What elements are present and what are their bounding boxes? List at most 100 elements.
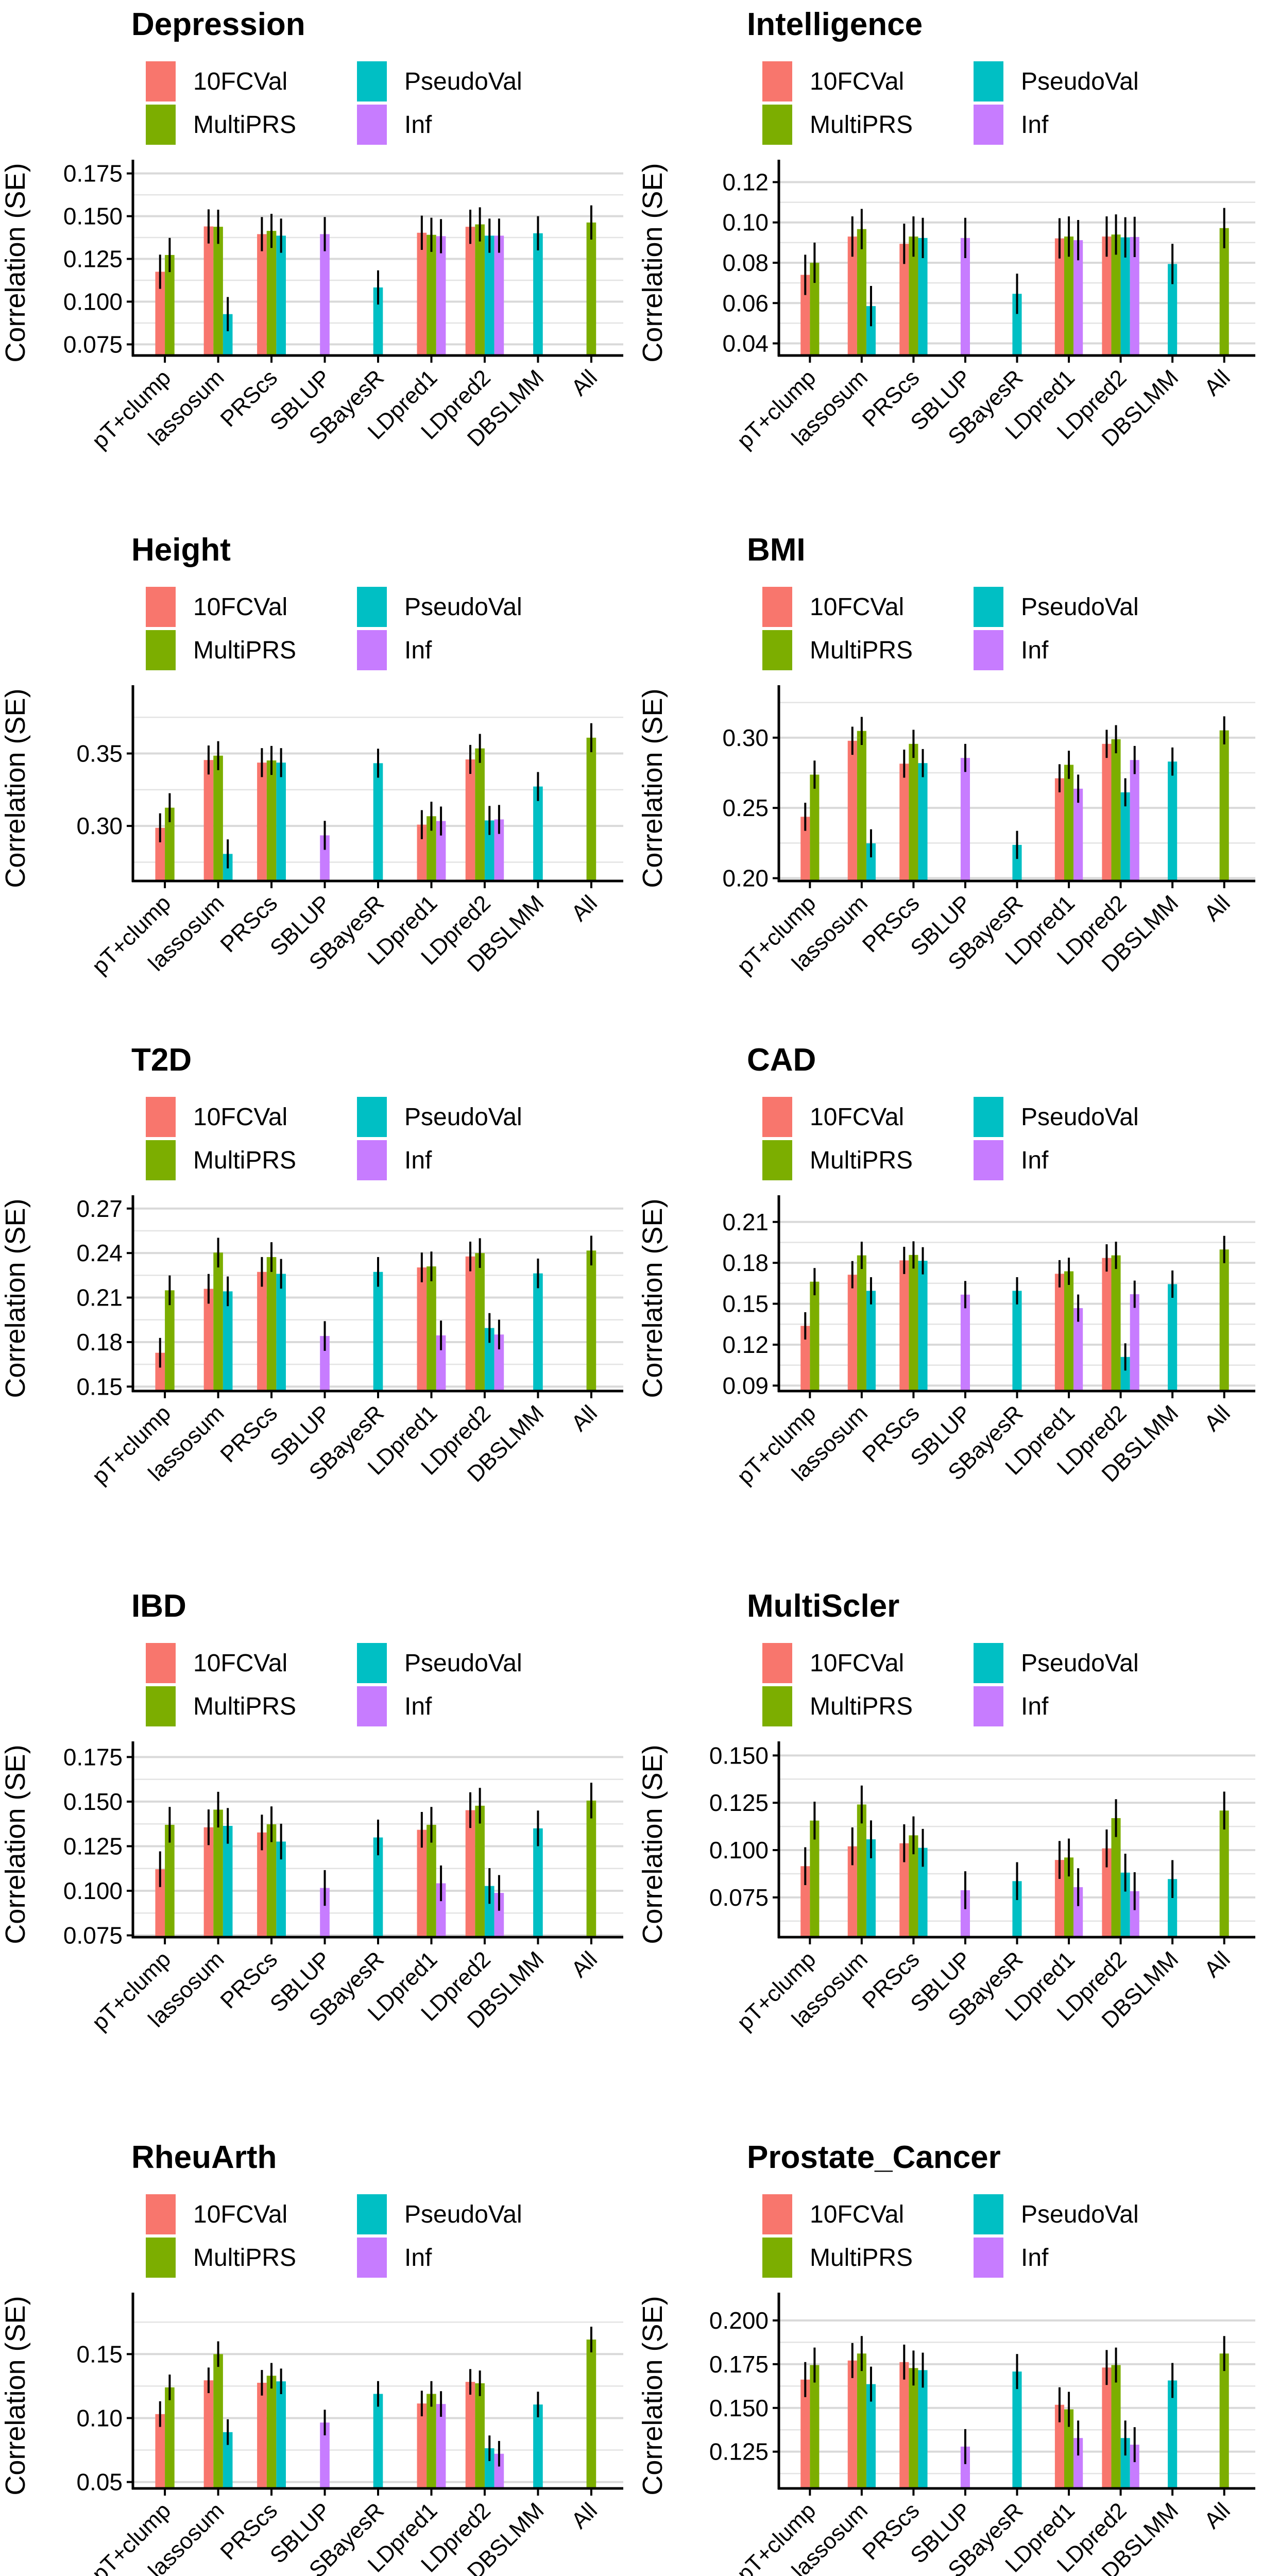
bar-10fcval-ldpred1 <box>417 2403 427 2488</box>
legend-item-pseudoval: PseudoVal <box>357 2194 522 2235</box>
bar-10fcval-prscs <box>899 244 909 355</box>
bar-pseudoval-sbayesr <box>373 287 383 355</box>
y-tick-label: 0.075 <box>63 331 123 358</box>
legend-label: MultiPRS <box>193 2244 297 2272</box>
bar-pseudoval-dbslmm <box>1168 2380 1178 2488</box>
bar-10fcval-ptclump <box>800 1326 810 1391</box>
bar-multiprs-all <box>586 737 596 881</box>
legend-item-inf: Inf <box>357 630 432 671</box>
legend-swatch <box>357 630 387 670</box>
bar-10fcval-ldpred2 <box>1102 236 1112 355</box>
legend-label: Inf <box>1021 636 1049 664</box>
bar-multiprs-prscs <box>909 1835 918 1937</box>
bar-10fcval-ptclump <box>155 1869 165 1937</box>
legend-swatch <box>974 1140 1003 1180</box>
bar-multiprs-prscs <box>909 1255 918 1391</box>
x-tick-label: All <box>1200 890 1235 926</box>
bar-pseudoval-ldpred2 <box>484 1328 494 1391</box>
bar-inf-sblup <box>320 835 330 881</box>
bar-pseudoval-prscs <box>276 1274 286 1391</box>
bar-inf-ldpred1 <box>436 236 446 355</box>
x-tick-label: All <box>567 890 602 926</box>
legend-label: PseudoVal <box>404 2200 522 2228</box>
legend-item-pseudoval: PseudoVal <box>357 1642 522 1684</box>
y-tick-label: 0.06 <box>722 290 769 316</box>
bar-pseudoval-sbayesr <box>1012 1291 1022 1391</box>
chart-panel-prostate-cancer: Prostate_Cancer 10FCVal MultiPRS PseudoVal I… <box>631 2133 1262 2576</box>
chart-panel-multiscler: MultiScler 10FCVal MultiPRS PseudoVal Inf 0.0… <box>631 1582 1262 2107</box>
legend-label: MultiPRS <box>810 636 913 664</box>
bar-pseudoval-sbayesr <box>1012 844 1022 881</box>
bar-multiprs-all <box>586 222 596 355</box>
y-tick-label: 0.10 <box>722 209 769 236</box>
legend-label: PseudoVal <box>1021 1103 1139 1131</box>
legend-swatch <box>762 2194 792 2234</box>
bar-10fcval-ldpred2 <box>465 227 475 355</box>
bar-multiprs-ldpred1 <box>427 816 436 881</box>
chart-title: Height <box>131 532 231 568</box>
legend-item-pseudoval: PseudoVal <box>974 61 1139 102</box>
chart-panel-t2d: T2D 10FCVal MultiPRS PseudoVal Inf 0.15 0.18 0.… <box>0 1036 631 1561</box>
legend-swatch <box>146 1643 176 1683</box>
legend-swatch <box>146 61 176 101</box>
legend-item-inf: Inf <box>974 1140 1048 1181</box>
legend-swatch <box>146 1140 176 1180</box>
bar-inf-ldpred1 <box>436 1335 446 1391</box>
legend-item-inf: Inf <box>357 2237 432 2278</box>
legend-item-pseudoval: PseudoVal <box>974 1642 1139 1684</box>
bar-multiprs-ldpred2 <box>1111 1255 1121 1391</box>
legend-swatch <box>974 2194 1003 2234</box>
legend-swatch <box>762 1097 792 1137</box>
bar-pseudoval-prscs <box>918 1261 928 1391</box>
bar-multiprs-ldpred2 <box>475 2383 485 2488</box>
legend-swatch <box>762 1686 792 1726</box>
bar-pseudoval-ldpred2 <box>1120 1357 1130 1391</box>
bar-pseudoval-lassosum <box>866 306 876 355</box>
bar-pseudoval-lassosum <box>866 843 876 881</box>
legend-swatch <box>357 587 387 627</box>
bar-multiprs-ldpred1 <box>427 1266 436 1391</box>
legend-label: MultiPRS <box>193 636 297 664</box>
bar-pseudoval-dbslmm <box>1168 1879 1178 1937</box>
legend-item-multiprs: MultiPRS <box>146 1140 296 1181</box>
legend-swatch <box>762 1643 792 1683</box>
bar-inf-ldpred2 <box>1130 760 1139 881</box>
legend-label: PseudoVal <box>404 1649 522 1677</box>
bar-multiprs-prscs <box>266 1824 277 1937</box>
y-tick-label: 0.20 <box>722 865 769 892</box>
bar-multiprs-all <box>586 1250 596 1391</box>
legend-item-10fcval: 10FCVal <box>146 61 287 102</box>
bar-inf-ldpred1 <box>1073 1308 1083 1391</box>
chart-title: CAD <box>747 1042 816 1078</box>
legend-label: PseudoVal <box>1021 593 1139 621</box>
bar-inf-ldpred2 <box>1130 236 1139 355</box>
chart-title: IBD <box>131 1588 186 1624</box>
legend-swatch <box>146 2194 176 2234</box>
legend-label: PseudoVal <box>404 67 522 95</box>
bar-inf-sblup <box>960 2446 970 2488</box>
y-tick-label: 0.10 <box>76 2404 123 2431</box>
y-axis-label: Correlation (SE) <box>637 1744 668 1944</box>
chart-legend: 10FCVal MultiPRS PseudoVal Inf <box>762 2194 1139 2281</box>
bar-multiprs-all <box>1219 2353 1229 2488</box>
y-tick-label: 0.15 <box>76 1373 123 1400</box>
bar-multiprs-lassosum <box>857 1804 866 1937</box>
bar-multiprs-ldpred1 <box>427 1824 436 1937</box>
x-tick-label: All <box>567 365 602 400</box>
legend-item-inf: Inf <box>357 104 432 145</box>
y-tick-label: 0.150 <box>63 1788 123 1815</box>
legend-item-multiprs: MultiPRS <box>762 630 913 671</box>
bar-10fcval-lassosum <box>847 2360 857 2488</box>
bar-multiprs-ptclump <box>810 263 820 355</box>
y-tick-label: 0.150 <box>709 1742 769 1769</box>
y-tick-label: 0.08 <box>722 249 769 276</box>
legend-item-10fcval: 10FCVal <box>762 586 904 628</box>
bar-10fcval-ldpred2 <box>1102 743 1112 881</box>
bar-10fcval-ptclump <box>800 1866 810 1937</box>
y-tick-label: 0.18 <box>722 1249 769 1276</box>
legend-swatch <box>146 587 176 627</box>
bar-pseudoval-dbslmm <box>533 786 543 881</box>
chart-panel-cad: CAD 10FCVal MultiPRS PseudoVal Inf 0.09 0.12 0.… <box>631 1036 1262 1561</box>
bar-pseudoval-dbslmm <box>533 1828 543 1937</box>
